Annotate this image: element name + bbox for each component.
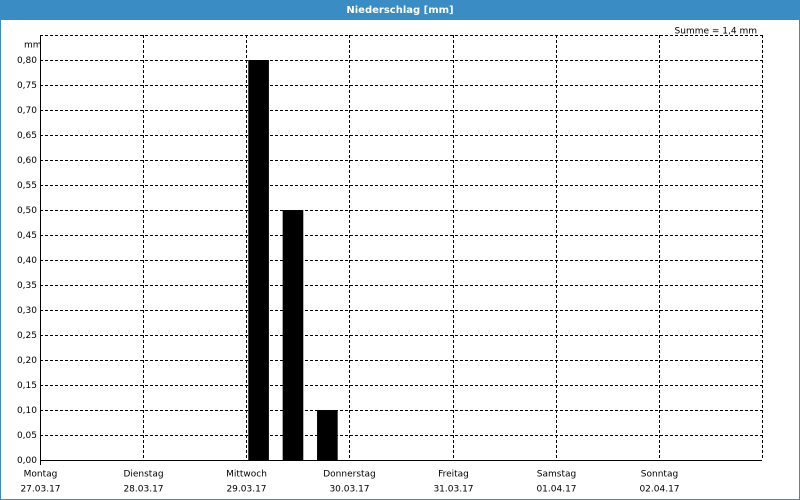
x-tick-label: Samstag <box>537 470 576 480</box>
y-tick-label: 0,80 <box>17 56 37 66</box>
x-tick-label: Montag <box>24 470 58 480</box>
y-tick-label: 0,25 <box>17 331 37 341</box>
y-tick-label: 0,20 <box>17 356 37 366</box>
title-bar <box>0 0 800 20</box>
y-tick-label: 0,10 <box>17 406 37 416</box>
y-tick-label: 0,65 <box>17 131 37 141</box>
x-tick-date: 27.03.17 <box>20 485 60 495</box>
y-tick-label: 0,55 <box>17 181 37 191</box>
x-tick-date: 28.03.17 <box>123 485 163 495</box>
y-tick-label: 0,75 <box>17 81 37 91</box>
y-tick-label: 0,45 <box>17 231 37 241</box>
y-tick-label: 0,15 <box>17 381 37 391</box>
y-tick-label: 0,05 <box>17 431 37 441</box>
bar <box>317 410 338 460</box>
x-tick-label: Dienstag <box>123 470 163 480</box>
y-tick-label: 0,70 <box>17 106 37 116</box>
y-tick-label: 0,40 <box>17 256 37 266</box>
y-tick-label: 0,00 <box>17 456 37 466</box>
chart-title: Niederschlag [mm] <box>346 5 453 16</box>
x-tick-date: 31.03.17 <box>433 485 473 495</box>
y-tick-label: 0,35 <box>17 281 37 291</box>
y-axis-label: mm <box>24 41 42 51</box>
x-tick-label: Mittwoch <box>226 470 267 480</box>
x-tick-label: Freitag <box>438 470 469 480</box>
annotation: Summe = 1,4 mm <box>675 27 757 37</box>
y-tick-label: 0,30 <box>17 306 37 316</box>
y-tick-label: 0,50 <box>17 206 37 216</box>
x-tick-label: Sonntag <box>641 470 678 480</box>
x-tick-date: 30.03.17 <box>329 485 369 495</box>
x-tick-label: Donnerstag <box>323 470 376 480</box>
y-tick-label: 0,60 <box>17 156 37 166</box>
bar <box>282 210 304 460</box>
x-tick-date: 01.04.17 <box>536 485 576 495</box>
bar <box>248 60 269 460</box>
x-tick-date: 29.03.17 <box>226 485 266 495</box>
x-tick-date: 02.04.17 <box>639 485 679 495</box>
